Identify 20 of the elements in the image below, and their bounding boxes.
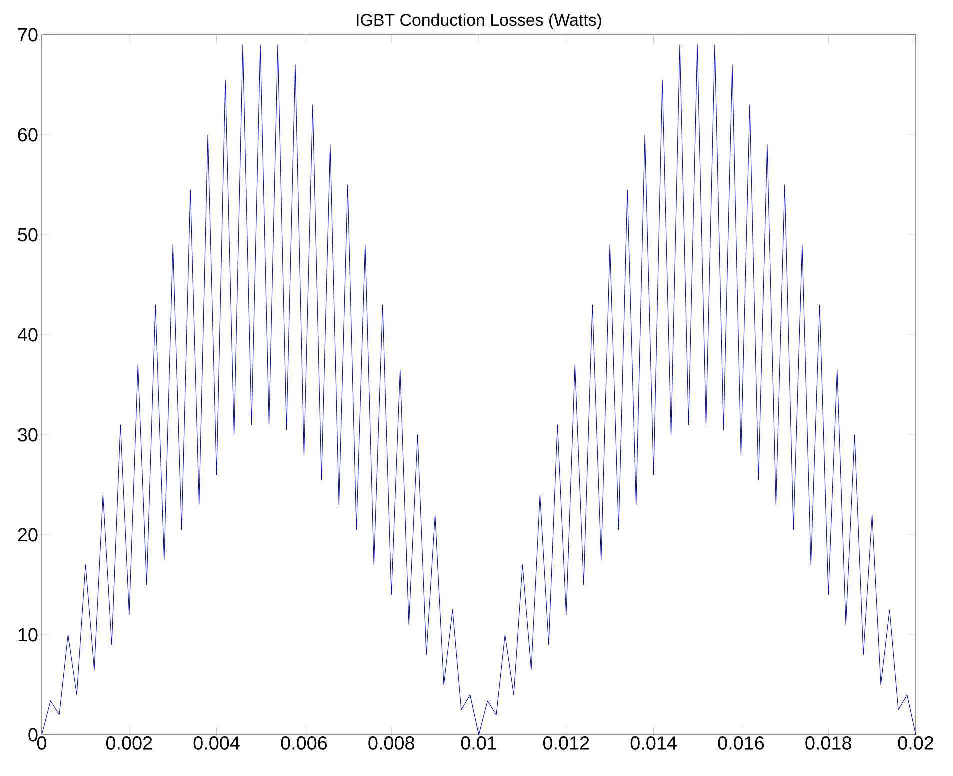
x-tick-label: 0.006 (281, 736, 328, 750)
y-tick-label: 20 (18, 528, 38, 542)
y-tick-label: 30 (18, 428, 38, 442)
x-tick-label: 0.002 (106, 736, 152, 750)
y-tick-label: 40 (18, 328, 38, 342)
y-tick-label: 70 (18, 28, 38, 42)
x-tick-label: 0.018 (806, 736, 852, 750)
x-tick-label: 0.02 (898, 736, 934, 750)
x-tick-label: 0.014 (630, 736, 677, 750)
x-tick-label: 0 (37, 736, 47, 750)
x-tick-label: 0.008 (368, 736, 414, 750)
y-tick-label: 10 (18, 628, 38, 642)
y-tick-label: 50 (18, 228, 38, 242)
x-tick-label: 0.01 (461, 736, 496, 750)
x-tick-label: 0.012 (543, 736, 590, 750)
x-tick-label: 0.016 (718, 736, 764, 750)
chart-title: IGBT Conduction Losses (Watts) (357, 14, 602, 30)
line-series (42, 44, 916, 735)
x-tick-label: 0.004 (194, 736, 240, 750)
y-tick-label: 60 (18, 128, 38, 142)
